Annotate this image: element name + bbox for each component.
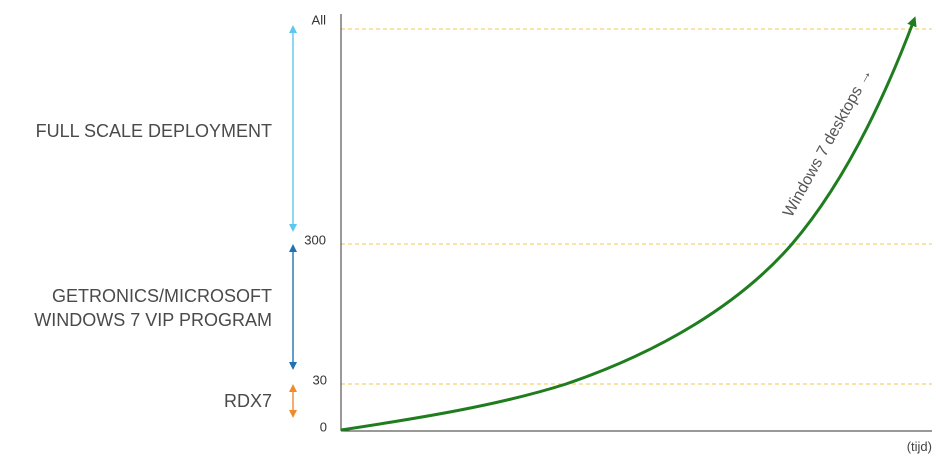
y-tick-label-0: 0	[320, 419, 327, 434]
y-tick-label-all: All	[312, 12, 327, 27]
phase-2: RDX7	[224, 384, 297, 418]
phase-label-line: FULL SCALE DEPLOYMENT	[36, 121, 272, 141]
phase-0: FULL SCALE DEPLOYMENT	[36, 25, 297, 232]
arrow-up-icon	[289, 244, 297, 252]
arrow-up-icon	[289, 384, 297, 392]
y-tick-labels: 0 30 300 All	[304, 12, 327, 434]
guide-lines	[341, 28, 932, 385]
arrow-down-icon	[289, 362, 297, 370]
phase-label-line: WINDOWS 7 VIP PROGRAM	[34, 310, 272, 330]
phase-annotations: FULL SCALE DEPLOYMENT GETRONICS/MICROSOFT…	[34, 25, 297, 418]
arrow-down-icon	[289, 410, 297, 418]
phase-1: GETRONICS/MICROSOFT WINDOWS 7 VIP PROGRAM	[34, 244, 297, 370]
x-axis-label: (tijd)	[907, 439, 932, 454]
y-tick-label-300: 300	[304, 232, 326, 247]
windows7-growth-curve	[340, 16, 917, 432]
arrow-up-icon	[289, 25, 297, 33]
phase-label-line: RDX7	[224, 391, 272, 411]
arrow-down-icon	[289, 224, 297, 232]
y-tick-label-30: 30	[313, 372, 327, 387]
phase-label-line: GETRONICS/MICROSOFT	[52, 286, 272, 306]
